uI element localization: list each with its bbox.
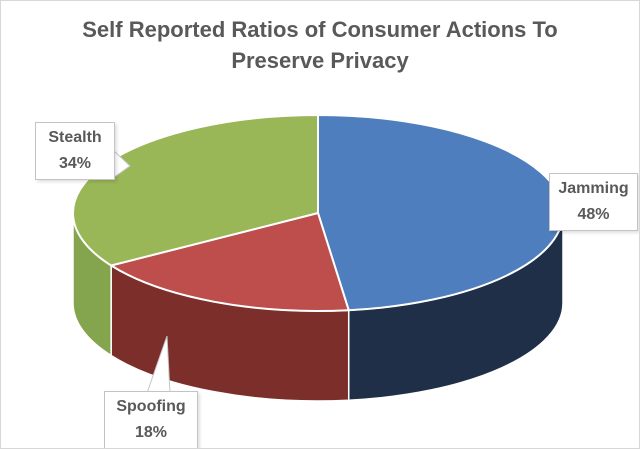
jamming-percent: 48% [577, 206, 610, 223]
chart-title: Self Reported Ratios of Consumer Actions… [1, 14, 639, 76]
chart-title-line1: Self Reported Ratios of Consumer Actions… [82, 17, 558, 42]
stealth-percent: 34% [58, 155, 92, 172]
spoofing-label: Spoofing [116, 398, 186, 415]
jamming-label: Jamming [558, 180, 629, 197]
stealth-label: Stealth [48, 129, 102, 146]
pie-slice-spoofing [110, 212, 350, 312]
jamming-callout: Jamming 48% [549, 173, 638, 231]
stealth-callout: Stealth 34% [35, 122, 115, 180]
spoofing-percent: 18% [134, 424, 168, 441]
spoofing-callout: Spoofing 18% [104, 391, 198, 448]
chart-title-line2: Preserve Privacy [231, 48, 409, 73]
